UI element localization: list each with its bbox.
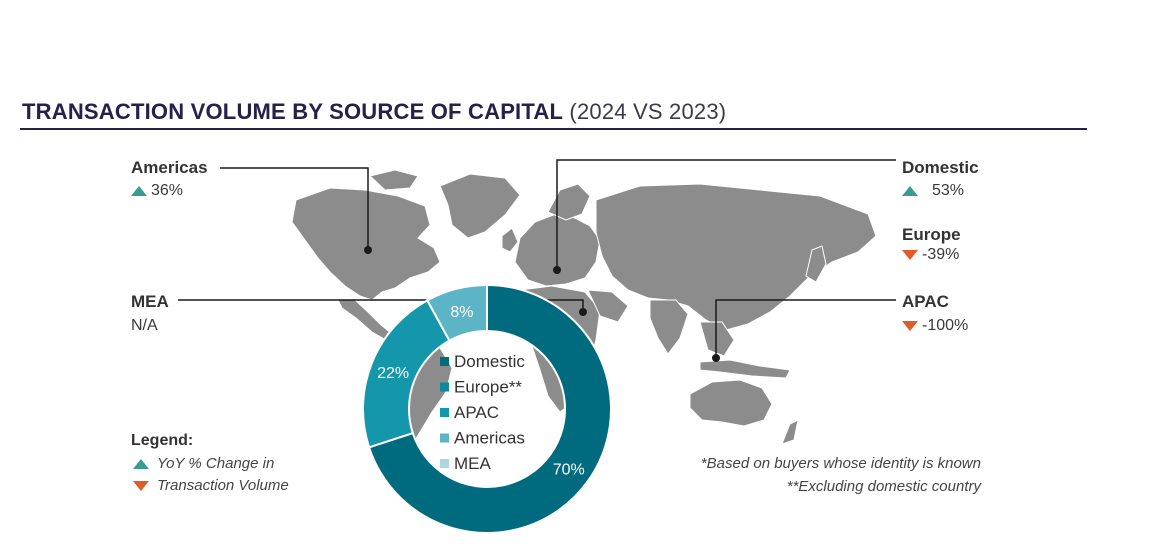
region-change-europe: -39% (922, 246, 960, 263)
chart-title: TRANSACTION VOLUME BY SOURCE OF CAPITAL … (22, 99, 726, 125)
region-value-domestic: 53% (902, 182, 964, 200)
legend-label-domestic: Domestic (454, 352, 525, 371)
legend-down-text: Transaction Volume (157, 477, 289, 494)
up-triangle-icon (902, 186, 918, 196)
donut-label-americas: 8% (450, 304, 473, 321)
legend-swatch-europe (440, 382, 449, 392)
map-arctic-islands (368, 169, 419, 191)
legend-row-up: YoY % Change in (133, 455, 274, 472)
leader-dot-americas (364, 246, 372, 254)
leader-apac (715, 299, 896, 358)
leader-dot-mea (579, 308, 587, 316)
donut-slice-domestic (367, 283, 612, 534)
region-change-americas: 36% (151, 182, 184, 199)
down-triangle-icon (902, 250, 918, 260)
map-india (649, 299, 689, 355)
legend-swatch-americas (440, 433, 449, 443)
leader-dot-domestic (553, 266, 561, 274)
legend-label-americas: Americas (454, 429, 525, 448)
leader-dot-apac (712, 354, 720, 362)
donut-legend: Domestic Europe** APAC Americas MEA (440, 352, 525, 473)
up-triangle-icon (133, 458, 149, 469)
up-triangle-icon (131, 186, 147, 196)
region-label-apac: APAC (902, 292, 949, 311)
map-japan (805, 245, 827, 283)
legend-label-mea: MEA (454, 454, 492, 473)
legend-swatch-mea (440, 459, 449, 468)
region-change-mea: N/A (131, 317, 158, 334)
donut-label-apac: 22% (377, 365, 409, 382)
region-label-europe: Europe (902, 225, 961, 244)
region-change-apac: -100% (922, 317, 969, 334)
region-label-domestic: Domestic (902, 158, 979, 177)
region-value-americas: 36% (131, 182, 183, 200)
donut-label-domestic: 70% (553, 461, 585, 478)
map-southeast-asia (699, 321, 735, 357)
legend-swatch-domestic (440, 357, 449, 366)
title-underline (20, 128, 1087, 130)
chart-title-sub: (2024 VS 2023) (569, 99, 727, 124)
legend-up-text: YoY % Change in (157, 455, 275, 472)
map-new-zealand (781, 419, 799, 445)
legend-row-down: Transaction Volume (133, 477, 289, 494)
footnote-domestic: **Excluding domestic country (786, 478, 981, 495)
region-label-mea: MEA (131, 292, 169, 311)
region-value-europe: -39% (902, 246, 959, 264)
map-middle-east (587, 289, 629, 323)
leader-americas (220, 167, 369, 250)
map-central-america (337, 299, 393, 341)
map-indonesia (699, 359, 791, 379)
map-asia (595, 183, 877, 331)
down-triangle-icon (902, 321, 918, 331)
donut-slice-americas (425, 283, 488, 343)
region-value-apac: -100% (902, 317, 968, 335)
legend-label-europe: Europe** (454, 378, 522, 397)
map-australia (689, 379, 773, 427)
region-change-domestic: 53% (932, 182, 965, 199)
map-north-america (291, 187, 441, 301)
map-greenland (439, 173, 521, 239)
map-scandinavia (547, 183, 591, 221)
legend-label-apac: APAC (454, 403, 499, 422)
map-uk (501, 227, 519, 253)
down-triangle-icon (133, 480, 149, 491)
legend-title: Legend: (131, 432, 194, 449)
donut-chart: 70% 22% 8% (362, 283, 612, 534)
footnote-identity: *Based on buyers whose identity is known (700, 455, 981, 472)
leader-domestic (556, 159, 896, 270)
leader-dots (364, 246, 720, 362)
legend-swatch-apac (440, 408, 449, 417)
chart-title-main: TRANSACTION VOLUME BY SOURCE OF CAPITAL (22, 99, 564, 124)
region-label-americas: Americas (131, 158, 208, 177)
